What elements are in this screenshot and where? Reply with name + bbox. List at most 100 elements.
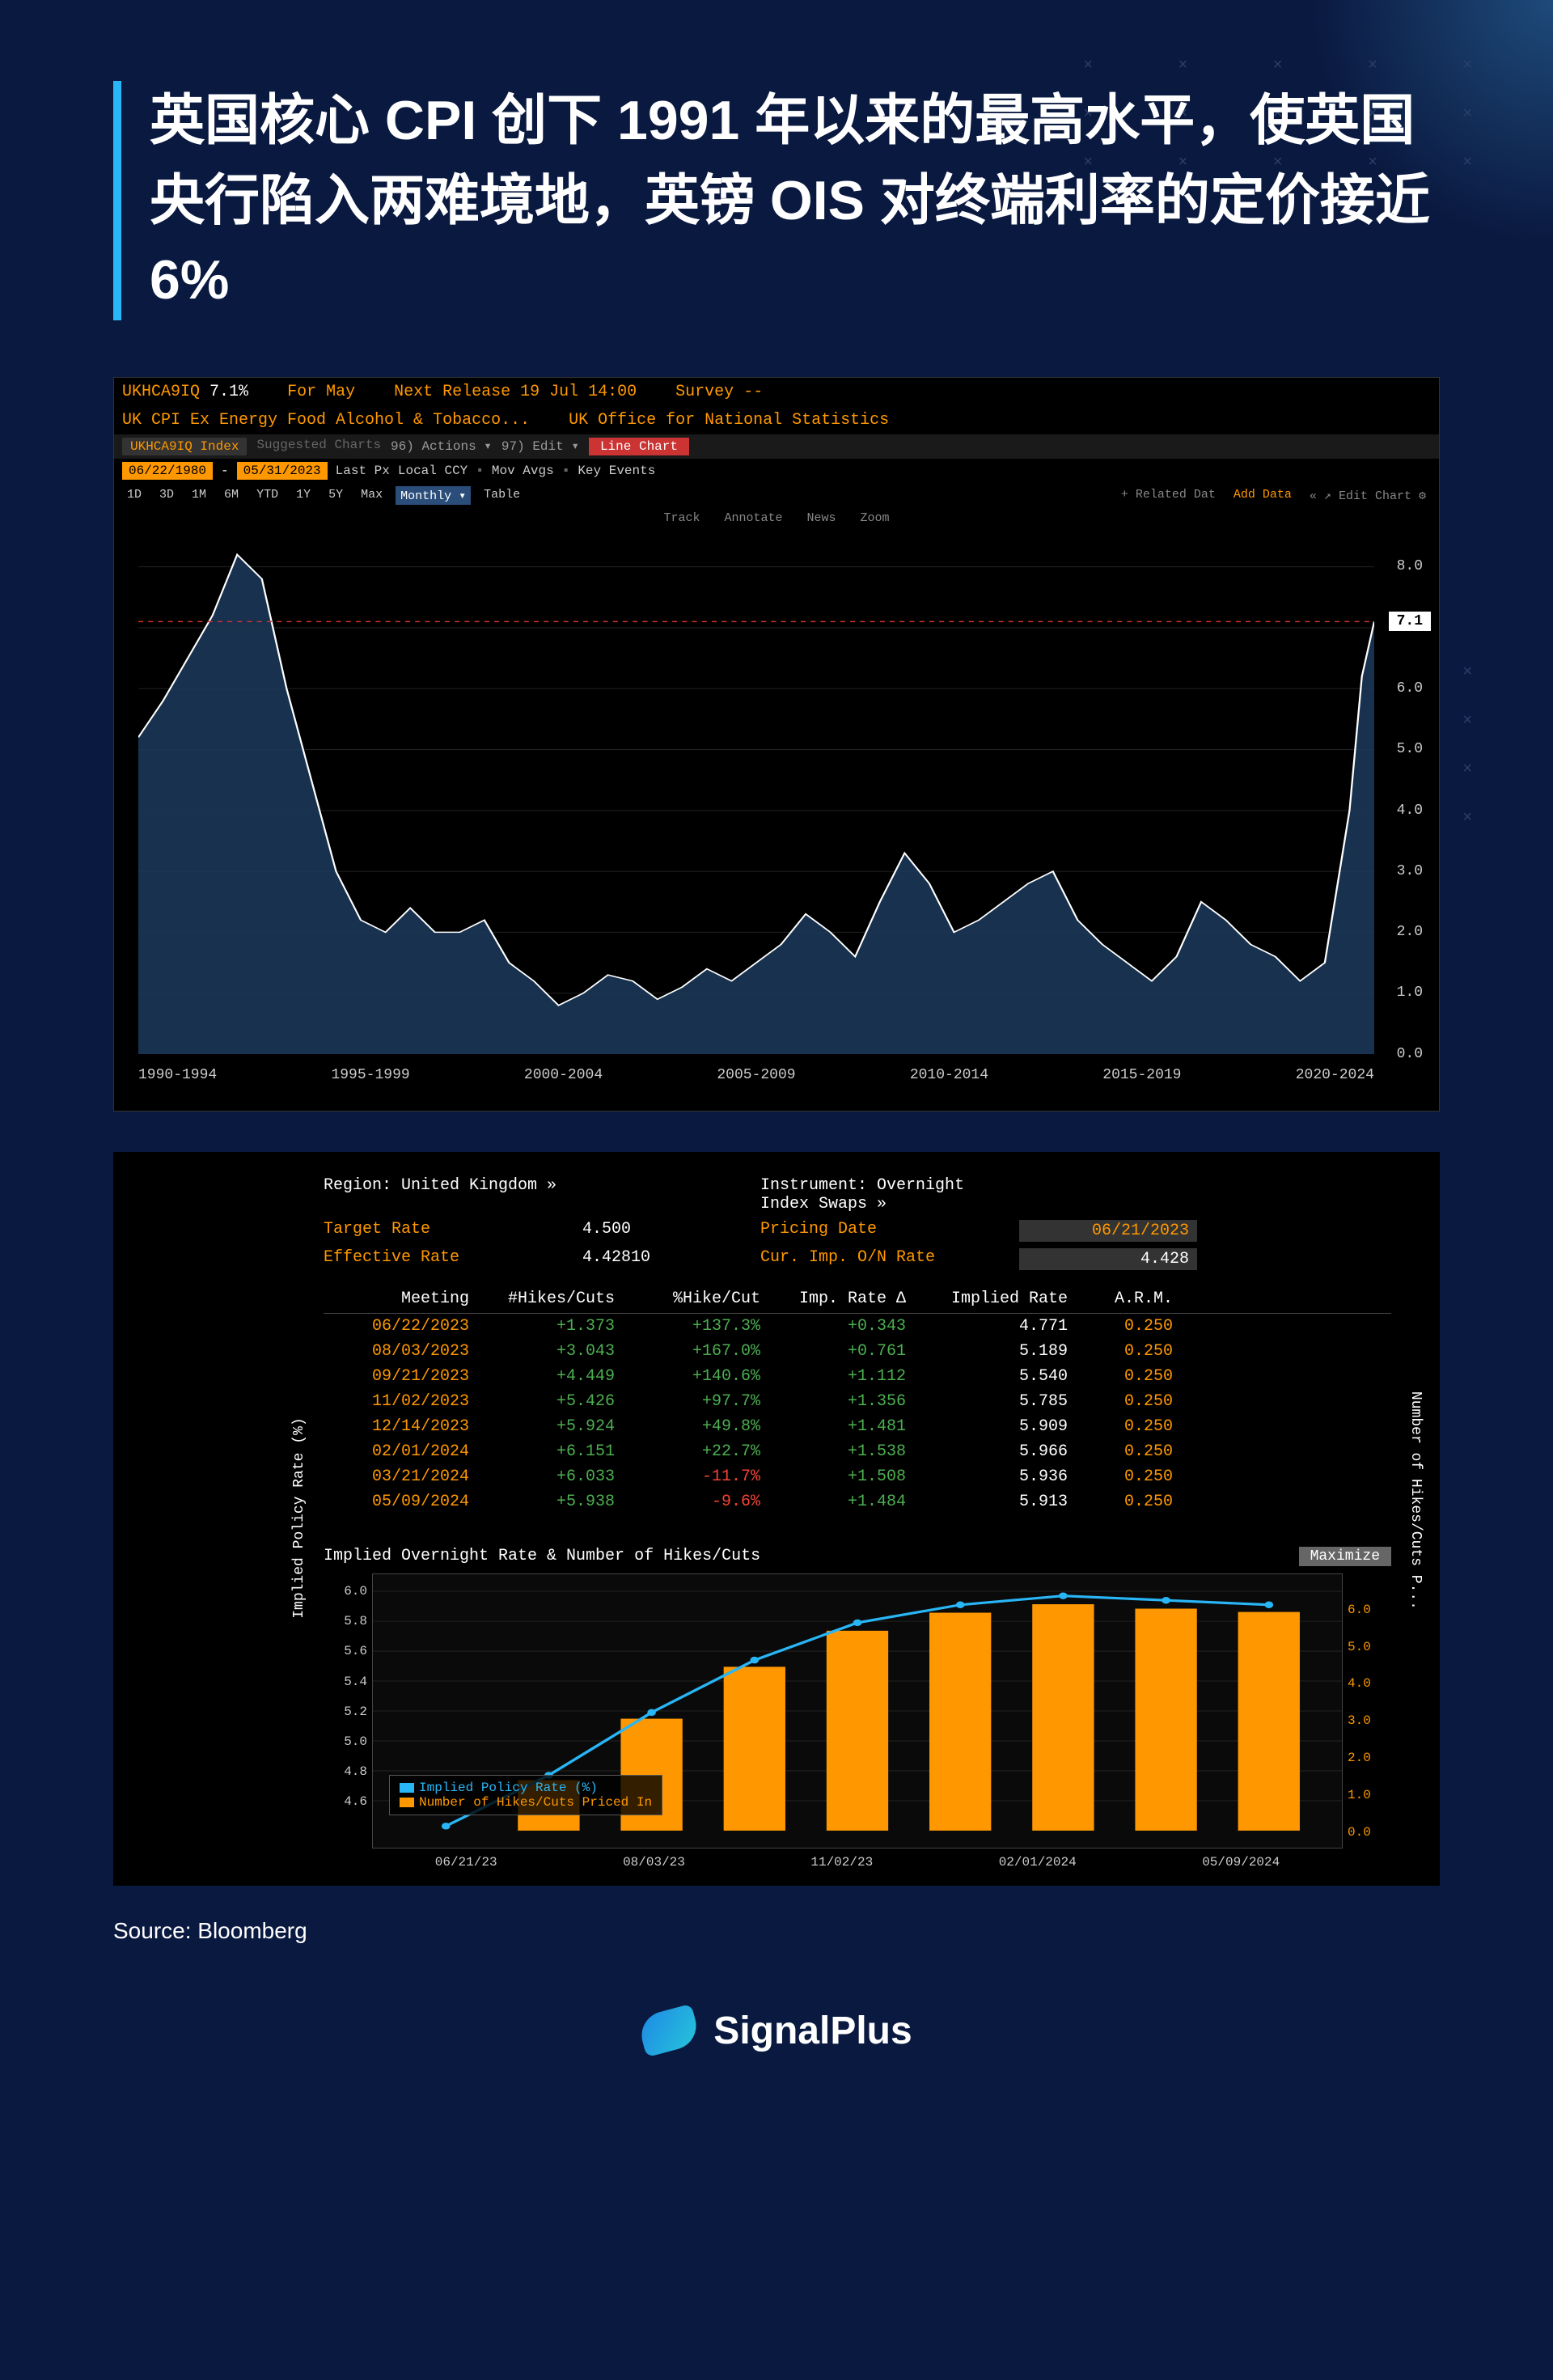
period-3d[interactable]: 3D bbox=[154, 486, 179, 505]
y-tick: 3.0 bbox=[1397, 863, 1423, 879]
period-5y[interactable]: 5Y bbox=[324, 486, 348, 505]
ticker-value: 7.1% bbox=[209, 383, 248, 401]
table-row: 05/09/2024 +5.938 -9.6% +1.484 5.913 0.2… bbox=[324, 1489, 1391, 1514]
y-left-tick: 5.4 bbox=[344, 1675, 367, 1689]
table-row: 08/03/2023 +3.043 +167.0% +0.761 5.189 0… bbox=[324, 1339, 1391, 1364]
table-header: Imp. Rate Δ bbox=[768, 1290, 906, 1308]
period-1m[interactable]: 1M bbox=[187, 486, 211, 505]
y-right-tick: 6.0 bbox=[1348, 1603, 1371, 1617]
next-release: Next Release 19 Jul 14:00 bbox=[394, 383, 637, 401]
index-pill[interactable]: UKHCA9IQ Index bbox=[122, 438, 247, 455]
related-data[interactable]: + Related Dat bbox=[1116, 486, 1221, 505]
pricing-date: 06/21/2023 bbox=[1019, 1220, 1197, 1242]
date-from[interactable]: 06/22/1980 bbox=[122, 462, 213, 480]
date-to[interactable]: 05/31/2023 bbox=[237, 462, 328, 480]
target-rate-label: Target Rate bbox=[324, 1220, 566, 1242]
period-monthly[interactable]: Monthly ▾ bbox=[396, 486, 471, 505]
period-1d[interactable]: 1D bbox=[122, 486, 146, 505]
cur-imp-rate: 4.428 bbox=[1019, 1248, 1197, 1270]
effective-rate: 4.42810 bbox=[582, 1248, 744, 1270]
x-tick: 05/09/2024 bbox=[1202, 1855, 1280, 1870]
target-rate: 4.500 bbox=[582, 1220, 744, 1242]
chart-toolbar: UKHCA9IQ Index Suggested Charts 96) Acti… bbox=[114, 434, 1439, 459]
y-left-tick: 5.0 bbox=[344, 1734, 367, 1749]
cpi-chart: 0.01.02.03.04.05.06.07.08.07.1 1990-1994… bbox=[114, 528, 1439, 1111]
y-tick: 1.0 bbox=[1397, 985, 1423, 1001]
period-selector: 1D 3D 1M 6M YTD 1Y 5Y Max Monthly ▾ Tabl… bbox=[114, 483, 1439, 508]
pricing-date-label: Pricing Date bbox=[760, 1220, 1003, 1242]
tool-annotate[interactable]: Annotate bbox=[724, 511, 782, 525]
table-header: Implied Rate bbox=[914, 1290, 1068, 1308]
implied-rate-chart: Implied Overnight Rate & Number of Hikes… bbox=[324, 1547, 1391, 1870]
table-header: A.R.M. bbox=[1076, 1290, 1173, 1308]
x-tick: 1995-1999 bbox=[331, 1067, 409, 1083]
x-tick: 08/03/23 bbox=[623, 1855, 685, 1870]
tool-zoom[interactable]: Zoom bbox=[861, 511, 890, 525]
survey: Survey -- bbox=[675, 383, 763, 401]
cpi-chart-panel: UKHCA9IQ 7.1% For May Next Release 19 Ju… bbox=[113, 377, 1440, 1112]
period-table[interactable]: Table bbox=[479, 486, 525, 505]
table-header: %Hike/Cut bbox=[623, 1290, 760, 1308]
y-right-tick: 0.0 bbox=[1348, 1825, 1371, 1840]
period-max[interactable]: Max bbox=[356, 486, 387, 505]
x-tick: 2015-2019 bbox=[1102, 1067, 1181, 1083]
headline: 英国核心 CPI 创下 1991 年以来的最高水平，使英国央行陷入两难境地，英镑… bbox=[150, 81, 1440, 320]
cur-imp-label: Cur. Imp. O/N Rate bbox=[760, 1248, 1003, 1270]
table-row: 02/01/2024 +6.151 +22.7% +1.538 5.966 0.… bbox=[324, 1439, 1391, 1464]
logo-icon bbox=[637, 2004, 702, 2057]
current-value-badge: 7.1 bbox=[1389, 612, 1431, 631]
period-6m[interactable]: 6M bbox=[219, 486, 243, 505]
x-tick: 02/01/2024 bbox=[999, 1855, 1077, 1870]
table-row: 11/02/2023 +5.426 +97.7% +1.356 5.785 0.… bbox=[324, 1389, 1391, 1414]
y-right-tick: 3.0 bbox=[1348, 1713, 1371, 1728]
table-row: 12/14/2023 +5.924 +49.8% +1.481 5.909 0.… bbox=[324, 1414, 1391, 1439]
effective-rate-label: Effective Rate bbox=[324, 1248, 566, 1270]
y-tick: 5.0 bbox=[1397, 741, 1423, 757]
y-right-tick: 4.0 bbox=[1348, 1676, 1371, 1691]
y-left-tick: 5.8 bbox=[344, 1614, 367, 1628]
add-data[interactable]: Add Data bbox=[1229, 486, 1297, 505]
tool-news[interactable]: News bbox=[807, 511, 836, 525]
y-tick: 8.0 bbox=[1397, 558, 1423, 574]
table-header: Meeting bbox=[324, 1290, 469, 1308]
x-tick: 2000-2004 bbox=[524, 1067, 603, 1083]
y-left-tick: 4.8 bbox=[344, 1764, 367, 1779]
ticker: UKHCA9IQ bbox=[122, 383, 200, 401]
ois-panel: Region: United Kingdom » Instrument: Ove… bbox=[113, 1152, 1440, 1886]
y-left-tick: 5.6 bbox=[344, 1644, 367, 1658]
subtitle-left: UK CPI Ex Energy Food Alcohol & Tobacco.… bbox=[122, 411, 530, 430]
y-tick: 4.0 bbox=[1397, 803, 1423, 819]
y-right-tick: 1.0 bbox=[1348, 1788, 1371, 1802]
ois-table: Meeting #Hikes/Cuts %Hike/Cut Imp. Rate Δ Im… bbox=[324, 1286, 1391, 1514]
subchart-title: Implied Overnight Rate & Number of Hikes… bbox=[324, 1547, 1391, 1565]
brand-name: SignalPlus bbox=[713, 2009, 912, 2053]
y-tick: 6.0 bbox=[1397, 680, 1423, 697]
y-right-label: Number of Hikes/Cuts P... bbox=[1407, 1391, 1424, 1610]
y-left-tick: 4.6 bbox=[344, 1794, 367, 1809]
y-left-tick: 6.0 bbox=[344, 1584, 367, 1599]
period-1y[interactable]: 1Y bbox=[291, 486, 315, 505]
x-tick: 2010-2014 bbox=[910, 1067, 988, 1083]
x-tick: 06/21/23 bbox=[435, 1855, 497, 1870]
maximize-button[interactable]: Maximize bbox=[1299, 1547, 1391, 1566]
headline-block: 英国核心 CPI 创下 1991 年以来的最高水平，使英国央行陷入两难境地，英镑… bbox=[113, 81, 1440, 320]
y-right-tick: 5.0 bbox=[1348, 1640, 1371, 1654]
y-left-label: Implied Policy Rate (%) bbox=[291, 1417, 307, 1618]
edit-chart[interactable]: « ↗ Edit Chart ⚙ bbox=[1305, 486, 1431, 505]
x-tick: 2005-2009 bbox=[717, 1067, 795, 1083]
source-attribution: Source: Bloomberg bbox=[113, 1918, 1440, 1944]
date-range: 06/22/1980 - 05/31/2023 Last Px Local CC… bbox=[114, 459, 1439, 483]
table-row: 06/22/2023 +1.373 +137.3% +0.343 4.771 0… bbox=[324, 1314, 1391, 1339]
y-right-tick: 2.0 bbox=[1348, 1751, 1371, 1765]
table-header: #Hikes/Cuts bbox=[477, 1290, 615, 1308]
table-row: 03/21/2024 +6.033 -11.7% +1.508 5.936 0.… bbox=[324, 1464, 1391, 1489]
table-row: 09/21/2023 +4.449 +140.6% +1.112 5.540 0… bbox=[324, 1364, 1391, 1389]
subtitle-right: UK Office for National Statistics bbox=[569, 411, 889, 430]
y-tick: 2.0 bbox=[1397, 924, 1423, 940]
x-tick: 11/02/23 bbox=[810, 1855, 873, 1870]
tool-track[interactable]: Track bbox=[663, 511, 700, 525]
period-ytd[interactable]: YTD bbox=[252, 486, 283, 505]
brand-logo: SignalPlus bbox=[113, 2009, 1440, 2053]
y-tick: 0.0 bbox=[1397, 1046, 1423, 1062]
y-left-tick: 5.2 bbox=[344, 1705, 367, 1719]
